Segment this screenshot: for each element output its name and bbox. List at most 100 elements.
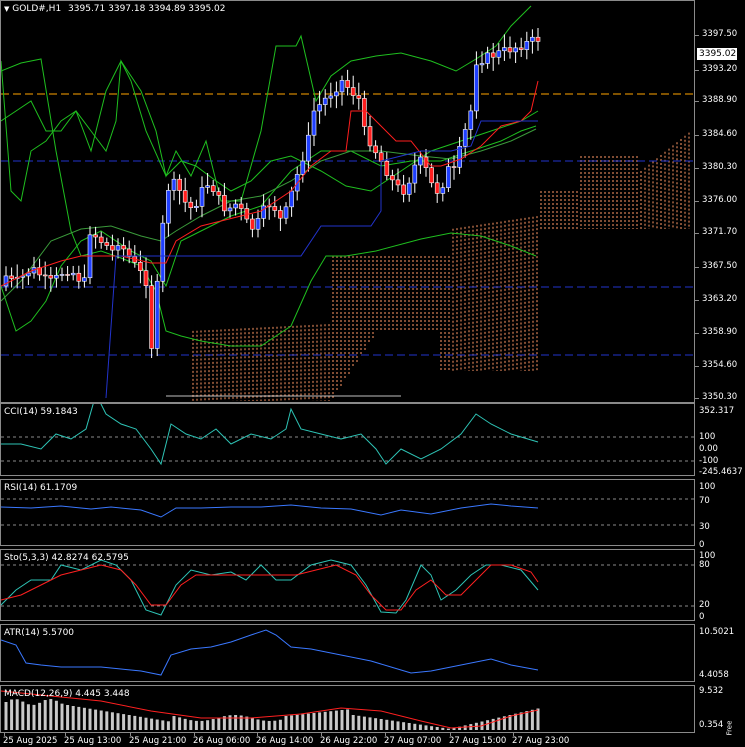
price-tick-label: 3363.20 [702,294,738,304]
cci-line-chart [1,404,694,466]
candle [227,203,233,218]
candle [339,75,345,106]
price-tick-mark [695,201,699,202]
candle-body [306,134,311,162]
candle [65,265,70,282]
price-tick-mark [695,267,699,268]
price-tick-mark [695,168,699,169]
price-tick-mark [695,35,699,36]
candle [306,122,311,172]
price-tick-mark [695,135,699,136]
macd-bar [166,721,170,730]
candle-body [250,218,255,230]
current-price-badge: 3395.02 [697,48,737,60]
candle [524,31,530,60]
macd-bar [502,716,506,730]
candle-body [283,206,289,219]
atr-label: ATR(14) 5.5700 [4,628,75,638]
candle-body [9,275,14,279]
candle-body [205,185,210,188]
green-line-2 [1,59,539,192]
macd-bar [71,706,75,730]
candle-body [48,275,54,279]
price-panel[interactable] [0,0,695,403]
cci-tick-label: -100 [699,456,719,466]
price-tick-mark [695,366,699,367]
price-tick-label: 3367.50 [702,261,738,271]
macd-bar [525,711,529,730]
price-tick-label: 3354.60 [702,360,738,370]
candle [502,34,507,61]
candle [210,180,216,196]
macd-bar [194,720,198,730]
macd-bar [239,715,243,730]
candle-body [143,270,149,286]
macd-bar [407,723,411,730]
candle-body [418,156,423,166]
price-tick-label: 3393.20 [702,64,738,74]
candle [31,256,37,279]
macd-bar [54,700,58,730]
candle [149,275,154,359]
candle-body [42,274,48,277]
candle [233,199,238,216]
macd-bar [77,706,81,730]
cci-panel[interactable] [0,403,695,476]
candle [126,240,132,264]
macd-bar [514,713,518,730]
candle-body [401,184,406,195]
price-tick-mark [695,233,699,234]
candle [250,214,255,238]
macd-bar [346,709,350,730]
candle [188,196,194,220]
macd-bar [329,711,333,730]
price-tick-label: 3350.30 [702,392,738,402]
macd-bar [295,714,299,730]
candle-body [233,203,238,209]
time-tick-mark [130,733,131,736]
macd-bar [418,724,422,730]
candle [278,205,283,232]
candle [93,226,98,249]
candle [322,89,328,116]
candle-body [462,129,468,147]
macd-bar [133,715,137,730]
candle-body [367,126,373,147]
candle-body [524,41,530,50]
candle [26,268,31,285]
triangle-down-icon[interactable]: ▼ [4,5,10,13]
macd-bar [138,716,142,730]
candle [182,177,188,213]
chart-header: ▼ GOLD#,H1 3395.71 3397.18 3394.89 3395.… [4,4,226,14]
candle-body [121,245,126,250]
macd-bar [116,713,120,730]
price-tick-mark [695,300,699,301]
candle-body [210,185,216,192]
candle [48,267,54,292]
candle-body [194,206,199,208]
candle-body [434,182,440,194]
candlestick-chart[interactable] [1,1,694,402]
sto-panel[interactable] [0,549,695,621]
macd-bar [446,728,450,730]
sto-main-line [1,559,539,616]
candle-body [171,178,177,191]
candle-body [222,195,227,212]
candle [14,264,20,289]
macd-bar [413,723,417,730]
candle-body [272,206,278,211]
candle [485,46,490,69]
candle-body [429,167,434,184]
macd-bar [262,720,266,730]
rsi-panel[interactable] [0,479,695,546]
time-tick-mark [65,733,66,736]
atr-panel[interactable] [0,624,695,682]
candle-body [26,272,31,277]
candle [334,81,339,109]
time-tick-mark [385,733,386,736]
cci-tick-label: 352.317 [699,406,735,416]
macd-panel[interactable] [0,685,695,733]
candle-body [216,191,222,196]
candle [390,169,395,191]
